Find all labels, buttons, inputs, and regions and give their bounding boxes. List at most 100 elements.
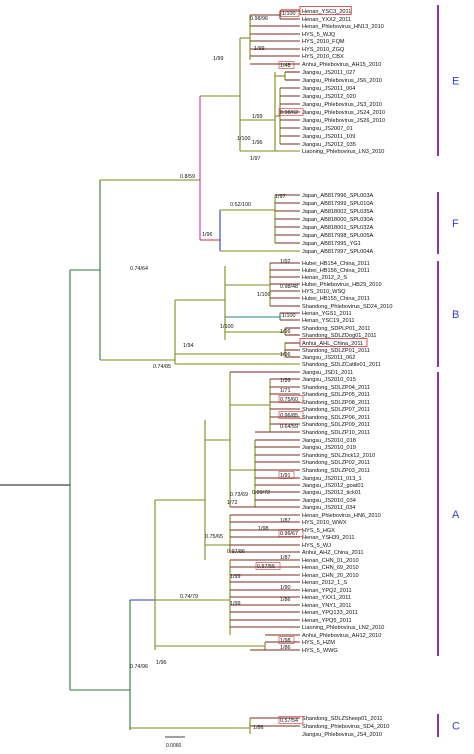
- support-value: 1/86: [280, 597, 291, 603]
- support-value: 0.98/62: [280, 110, 298, 116]
- leaf-label: Jiangsu_JS2010_019: [302, 445, 356, 451]
- leaf-label: Henan_2012_1_S: [302, 580, 347, 586]
- leaf-label: Shandong_SDLZP05_2011: [302, 392, 370, 398]
- leaf-label: HYS_5_WWG: [302, 648, 338, 654]
- scale-bar-label: 0.0060: [166, 743, 182, 749]
- leaf-label: Shandong_SDLZDog01_2011: [302, 333, 377, 339]
- support-value: 0.57/55: [257, 564, 275, 570]
- leaf-label: Japan_AB817995_YG1: [302, 241, 361, 247]
- leaf-label: Jiangsu_JS2012_035: [302, 142, 356, 148]
- leaf-label: Henan_CHN_20_2010: [302, 573, 359, 579]
- leaf-label: Japan_AB818001_SPL032A: [302, 225, 373, 231]
- support-value: 1/91: [280, 473, 291, 479]
- leaf-label: Japan_AB818000_SPL030A: [302, 217, 373, 223]
- leaf-label: Shandong_SDLZP06_2011: [302, 415, 370, 421]
- leaf-label: Henan_YPQ133_2011: [302, 610, 358, 616]
- leaf-label: Shandong_SDLZSheep01_2011: [302, 716, 382, 722]
- leaf-label: Shandong_SDLZP03_2011: [302, 468, 370, 474]
- leaf-label: Jiangsu_JS2011_034: [302, 505, 355, 511]
- support-value: 0.75/65: [205, 534, 223, 540]
- leaf-label: HYS_2010_WSQ: [302, 289, 346, 295]
- leaf-label: Jiangsu_JS2012_goat01: [302, 483, 364, 489]
- clade-label: B: [452, 309, 459, 321]
- leaf-label: Jiangsu_JS2010_034: [302, 498, 356, 504]
- support-value: 1/99: [280, 329, 291, 335]
- leaf-label: Hubei_HB155_China_2011: [302, 296, 370, 302]
- leaf-label: Jiangsu_Phlebovirus_JS26_2010: [302, 118, 385, 124]
- support-value: 0.98/48: [280, 284, 298, 290]
- support-value: 0.96/67: [280, 531, 298, 537]
- support-value: 1/99: [230, 574, 241, 580]
- leaf-label: Jiangsu_Phlebovirus_JS6_2010: [302, 78, 382, 84]
- leaf-label: Henan_Phlebovirus_HN13_2010: [302, 24, 384, 30]
- leaf-label: Henan_YSC19_2011: [302, 318, 354, 324]
- leaf-label: Hubei_HB156_China_2011: [302, 268, 370, 274]
- leaf-label: Jiangsu_JS2011_013_1: [302, 476, 362, 482]
- support-highlight-box: [278, 529, 304, 537]
- support-value: 1/97: [250, 156, 261, 162]
- leaf-label: Henan_YGS1_2011: [302, 311, 352, 317]
- leaf-label: Japan_AB817998_SPL005A: [302, 233, 373, 239]
- support-value: 1/96: [156, 660, 167, 666]
- clade-brackets: E F B A C: [437, 5, 460, 737]
- support-value: 0.96/85: [280, 413, 298, 419]
- support-value: 0.8/59: [180, 174, 195, 180]
- clade-label: F: [452, 218, 459, 230]
- leaf-label: Liaoning_Phlebovirus_LN3_2010: [302, 149, 384, 155]
- support-value: 0.64/59: [280, 424, 298, 430]
- support-value: 1/99: [280, 378, 291, 384]
- leaf-label: Japan_AB817996_SPL003A: [302, 193, 373, 199]
- leaf-label: Japan_AB818002_SPL035A: [302, 209, 373, 215]
- support-value: 0.74/85: [153, 364, 171, 370]
- support-value: 1/100: [282, 313, 296, 319]
- support-highlight-box: [278, 471, 295, 479]
- support-value: 1/97: [275, 194, 286, 200]
- highlight-box: [299, 6, 352, 15]
- support-value: 1/86: [253, 725, 264, 731]
- leaf-label: Henan_2012_2_S: [302, 275, 347, 281]
- leaf-label: HYS_5_WJ: [302, 543, 331, 549]
- leaf-label: Shandong_Phlebovirus_SD24_2010: [302, 304, 393, 310]
- leaf-label: Anhui_Phlebovirus_AH15_2010: [302, 62, 381, 68]
- leaf-label: HYS_2010_ZGQ: [302, 47, 345, 53]
- support-value: 0.73/69: [230, 492, 248, 498]
- support-value: 0.98/96: [250, 16, 268, 22]
- leaf-label: Jiangsu_Phlebovirus_JS3_2010: [302, 102, 382, 108]
- support-value: 0.74/64: [130, 266, 148, 272]
- support-highlight-box: [278, 411, 304, 419]
- support-value: 0.99/72: [252, 490, 270, 496]
- support-value: 1/96: [202, 232, 213, 238]
- support-value: 1/99: [254, 46, 265, 52]
- support-value: 1/100: [257, 292, 271, 298]
- support-value: 1/87: [280, 518, 291, 524]
- leaf-label: Shandong_SDLZP02_2011: [302, 460, 370, 466]
- support-highlight-box: [278, 716, 304, 724]
- leaf-label: HYS_5_HGX: [302, 528, 335, 534]
- support-value: 0.52/100: [230, 202, 251, 208]
- leaf-label: Shandong_SDLZP10_2011: [302, 430, 370, 436]
- leaf-labels: Henan_YSC3_2011Henan_YXX2_2011Henan_Phle…: [299, 6, 393, 738]
- leaf-label: Anhui_AHL_China_2011: [302, 341, 363, 347]
- leaf-label: Jiangsu_JS2007_01: [302, 126, 353, 132]
- support-highlight-box: [278, 108, 304, 116]
- leaf-label: HYS_5_WJQ: [302, 32, 336, 38]
- leaf-label: HYS_2010_WWX: [302, 520, 347, 526]
- leaf-label: Jiangsu_JS2011_109: [302, 134, 355, 140]
- support-value: 1/90: [280, 585, 291, 591]
- support-value: 1/99: [230, 601, 241, 607]
- support-value: 1/71: [280, 388, 291, 394]
- leaf-label: Jiangsu_JS2011_062: [302, 355, 355, 361]
- support-value: 1/100: [220, 324, 234, 330]
- support-value: 1/99: [252, 114, 263, 120]
- leaf-label: Jiangsu_Phlebovirus_JS4_2010: [302, 732, 382, 738]
- support-value: 1/98: [258, 526, 269, 532]
- clade-label: E: [452, 76, 459, 88]
- support-value: 1/98: [280, 638, 291, 644]
- leaf-label: Jiangsu_Phlebovirus_JS24_2010: [302, 110, 385, 116]
- support-value: 0.74/96: [130, 664, 148, 670]
- support-value: 1/92: [280, 259, 291, 265]
- leaf-label: Henan_CHN_01_2010: [302, 558, 359, 564]
- leaf-label: Shandong_SDLZP08_2011: [302, 400, 370, 406]
- leaf-label: Henan_YPQ5_2011: [302, 618, 352, 624]
- support-value: 0.75/60: [280, 397, 298, 403]
